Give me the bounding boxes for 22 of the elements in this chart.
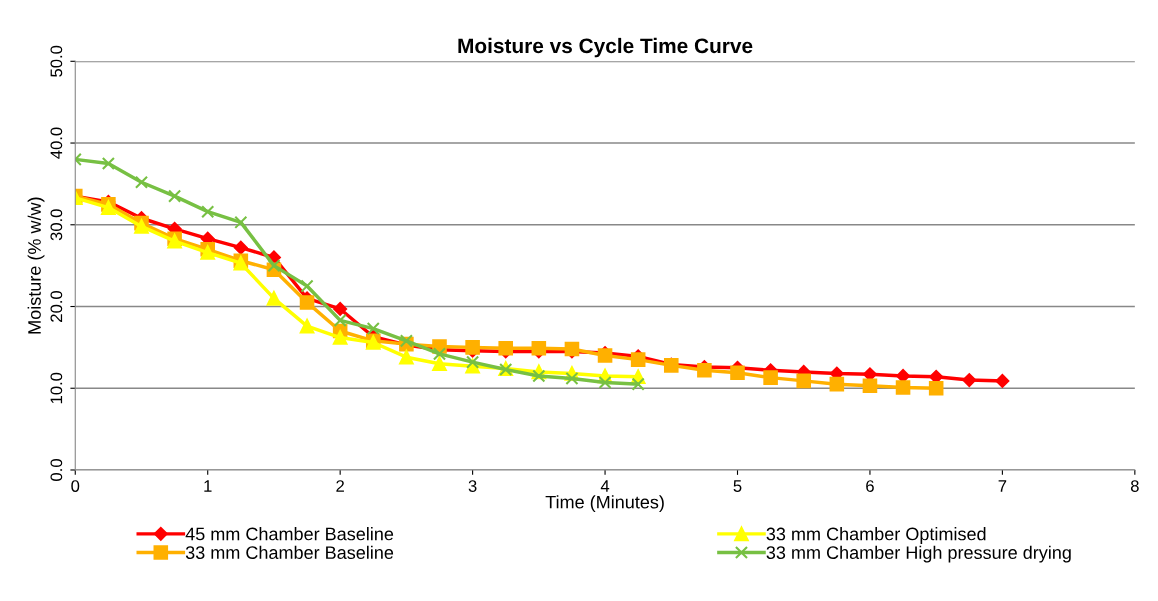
x-tick-label: 8 — [1130, 480, 1139, 492]
x-axis-title: Time (Minutes) — [545, 495, 664, 513]
y-tick-label: 40.0 — [50, 127, 63, 159]
x-tick-label: 3 — [468, 480, 477, 492]
legend-label: 33 mm Chamber Baseline — [185, 545, 394, 559]
y-tick-label: 50.0 — [50, 45, 63, 77]
y-tick-label: 20.0 — [50, 290, 63, 322]
x-tick-label: 5 — [733, 480, 742, 492]
y-tick-label: 10.0 — [50, 372, 63, 404]
y-tick-label: 0.0 — [50, 459, 63, 481]
x-tick-label: 7 — [998, 480, 1007, 492]
y-axis-title: Moisture (% w/w) — [27, 197, 45, 334]
legend-label: 33 mm Chamber High pressure drying — [766, 545, 1071, 563]
x-tick-label: 6 — [866, 480, 874, 492]
legend-label: 45 mm Chamber Baseline — [185, 527, 394, 541]
x-tick-label: 1 — [204, 480, 212, 492]
chart-title: Moisture vs Cycle Time Curve — [458, 37, 753, 58]
x-tick-label: 4 — [600, 480, 610, 492]
x-tick-label: 2 — [336, 480, 344, 492]
legend-label: 33 mm Chamber Optimised — [766, 527, 986, 544]
x-tick-label: 0 — [71, 480, 80, 492]
y-tick-label: 30.0 — [50, 209, 63, 241]
